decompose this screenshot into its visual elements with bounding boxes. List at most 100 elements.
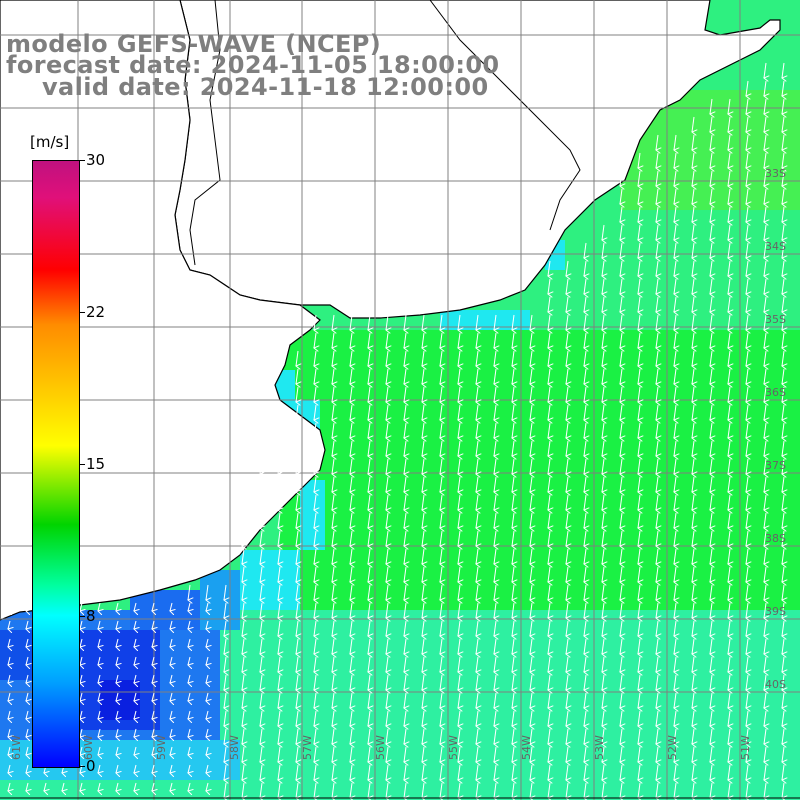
wind-arrow xyxy=(350,692,352,708)
wind-arrow xyxy=(26,620,28,629)
wind-arrow xyxy=(548,656,550,672)
wind-arrow xyxy=(242,728,244,744)
wind-arrow xyxy=(476,404,478,420)
lat-label: 39S xyxy=(765,605,786,618)
border-line xyxy=(429,0,581,231)
wind-arrow xyxy=(782,476,784,492)
wind-arrow xyxy=(602,386,604,402)
wind-arrow xyxy=(278,476,280,492)
wind-arrow xyxy=(404,476,406,492)
wind-arrow xyxy=(332,512,334,528)
wind-arrow xyxy=(458,638,460,654)
lat-label: 33S xyxy=(765,167,786,180)
wind-arrow xyxy=(746,656,748,672)
wind-arrow xyxy=(674,224,676,240)
wind-arrow xyxy=(692,260,694,276)
wind-arrow xyxy=(386,404,388,420)
wind-arrow xyxy=(656,350,658,366)
wind-arrow xyxy=(512,728,514,744)
wind-arrow xyxy=(710,278,712,294)
wind-arrow xyxy=(692,584,694,600)
wind-arrow xyxy=(656,314,658,330)
wind-arrow xyxy=(332,458,334,474)
wind-arrow xyxy=(584,782,586,798)
wind-arrow xyxy=(674,260,676,276)
wind-arrow xyxy=(728,566,730,582)
wind-arrow xyxy=(134,728,136,737)
wind-arrow xyxy=(620,170,622,186)
wind-arrow xyxy=(314,494,316,510)
lon-label: 59W xyxy=(155,735,168,760)
wind-arrow xyxy=(152,782,154,791)
wind-arrow xyxy=(44,782,46,791)
wind-arrow xyxy=(728,332,730,348)
wind-arrow xyxy=(692,458,694,474)
wind-arrow xyxy=(530,458,532,474)
wind-arrow xyxy=(8,728,10,737)
wind-arrow xyxy=(710,584,712,600)
wind-arrow xyxy=(8,764,10,773)
wind-arrow xyxy=(512,566,514,582)
wind-arrow xyxy=(656,386,658,402)
wind-arrow xyxy=(746,116,748,132)
wind-arrow xyxy=(440,458,442,474)
lon-label: 58W xyxy=(228,735,241,760)
wind-arrow xyxy=(458,746,460,762)
wind-arrow xyxy=(260,476,262,492)
wind-arrow xyxy=(530,314,532,330)
wind-arrow xyxy=(692,548,694,564)
wind-arrow xyxy=(674,638,676,654)
wind-arrow xyxy=(638,620,640,636)
wind-arrow xyxy=(584,260,586,276)
wind-arrow xyxy=(242,530,244,546)
wind-arrow xyxy=(152,602,154,611)
wind-arrow xyxy=(494,404,496,420)
wind-arrow xyxy=(494,710,496,726)
wind-arrow xyxy=(728,368,730,384)
wind-arrow xyxy=(566,692,568,708)
wind-arrow xyxy=(296,566,298,582)
wind-arrow xyxy=(620,512,622,528)
wind-arrow xyxy=(530,674,532,690)
wind-arrow xyxy=(548,314,550,330)
wind-arrow xyxy=(728,278,730,294)
wind-arrow xyxy=(332,440,334,456)
wind-arrow xyxy=(314,530,316,546)
wind-arrow xyxy=(638,458,640,474)
wind-arrow xyxy=(764,278,766,294)
wind-arrow xyxy=(332,584,334,600)
wind-arrow xyxy=(566,278,568,294)
wind-arrow xyxy=(242,638,244,654)
wind-arrow xyxy=(710,602,712,618)
wind-arrow xyxy=(134,656,136,665)
wind-arrow xyxy=(638,206,640,222)
wind-arrow xyxy=(98,638,100,647)
wind-arrow xyxy=(224,782,226,798)
wind-arrow xyxy=(458,710,460,726)
wind-arrow xyxy=(620,728,622,744)
wind-arrow xyxy=(764,422,766,438)
wind-arrow xyxy=(440,602,442,618)
wind-arrow xyxy=(332,620,334,636)
wind-arrow xyxy=(638,188,640,204)
wind-arrow xyxy=(566,404,568,420)
wind-arrow xyxy=(566,728,568,744)
wind-arrow xyxy=(674,602,676,618)
wind-arrow xyxy=(494,566,496,582)
wind-arrow xyxy=(710,224,712,240)
wind-arrow xyxy=(386,746,388,762)
wind-arrow xyxy=(782,278,784,294)
wind-arrow xyxy=(404,764,406,780)
wind-arrow xyxy=(80,620,82,629)
wind-arrow xyxy=(350,458,352,474)
wind-arrow xyxy=(566,314,568,330)
wind-arrow xyxy=(746,98,748,114)
wind-arrow xyxy=(458,728,460,744)
wind-arrow xyxy=(422,674,424,690)
wind-arrow xyxy=(512,530,514,546)
wind-arrow xyxy=(314,332,316,348)
wind-arrow xyxy=(530,332,532,348)
wind-arrow xyxy=(620,692,622,708)
wind-arrow xyxy=(746,206,748,222)
wind-arrow xyxy=(782,152,784,168)
